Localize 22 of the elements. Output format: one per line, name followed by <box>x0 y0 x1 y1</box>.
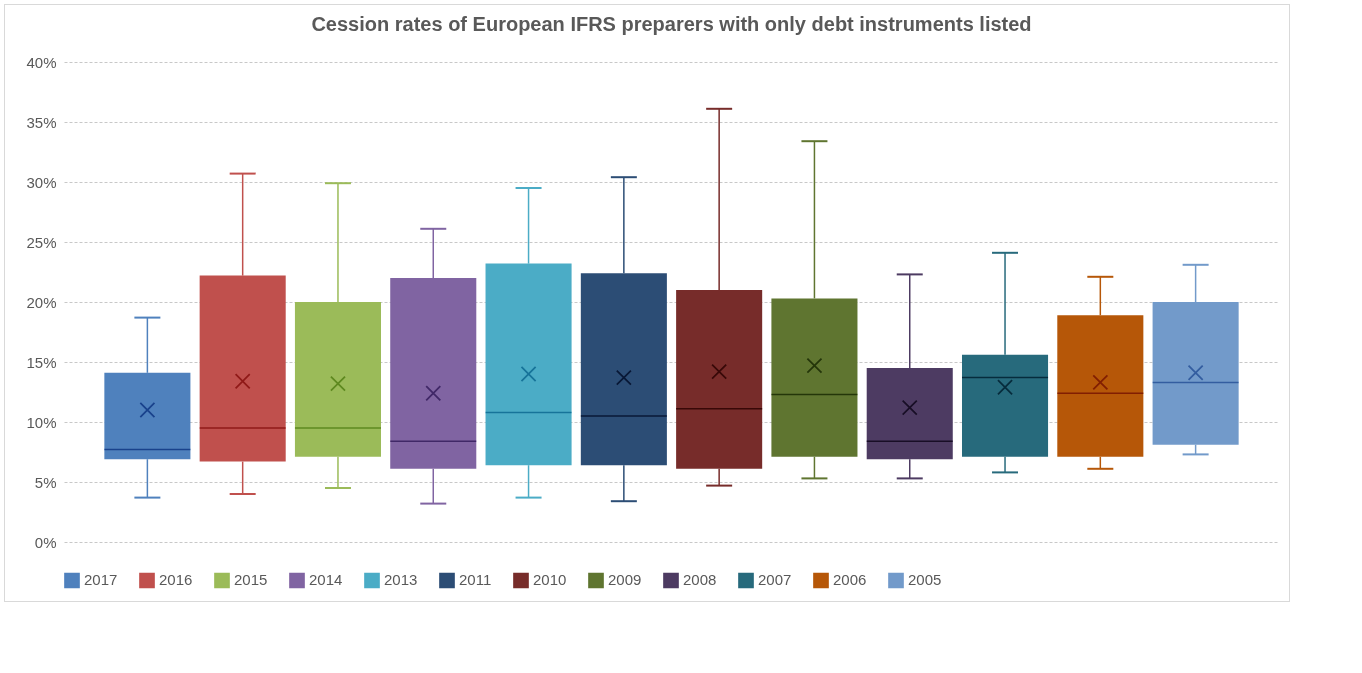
legend-label: 2005 <box>908 571 942 589</box>
legend-label: 2014 <box>309 571 343 589</box>
legend-label: 2017 <box>84 571 118 589</box>
legend-label: 2010 <box>533 571 567 589</box>
legend-label: 2008 <box>683 571 717 589</box>
y-tick-label: 30% <box>26 173 57 191</box>
legend-label: 2015 <box>234 571 268 589</box>
legend-label: 2016 <box>159 571 193 589</box>
y-tick-label: 35% <box>26 113 57 131</box>
legend-label: 2011 <box>459 571 492 589</box>
legend-label: 2006 <box>833 571 867 589</box>
y-tick-label: 0% <box>34 533 57 551</box>
y-tick-label: 15% <box>26 353 57 371</box>
y-tick-label: 5% <box>34 473 57 491</box>
y-tick-label: 40% <box>26 53 57 71</box>
legend-label: 2007 <box>758 571 792 589</box>
legend-label: 2013 <box>384 571 418 589</box>
legend-label: 2009 <box>608 571 642 589</box>
y-tick-label: 10% <box>26 413 57 431</box>
y-tick-label: 25% <box>26 233 57 251</box>
chart-title: Cession rates of European IFRS preparers with only debt instruments listed <box>311 13 1032 35</box>
y-tick-label: 20% <box>26 293 57 311</box>
